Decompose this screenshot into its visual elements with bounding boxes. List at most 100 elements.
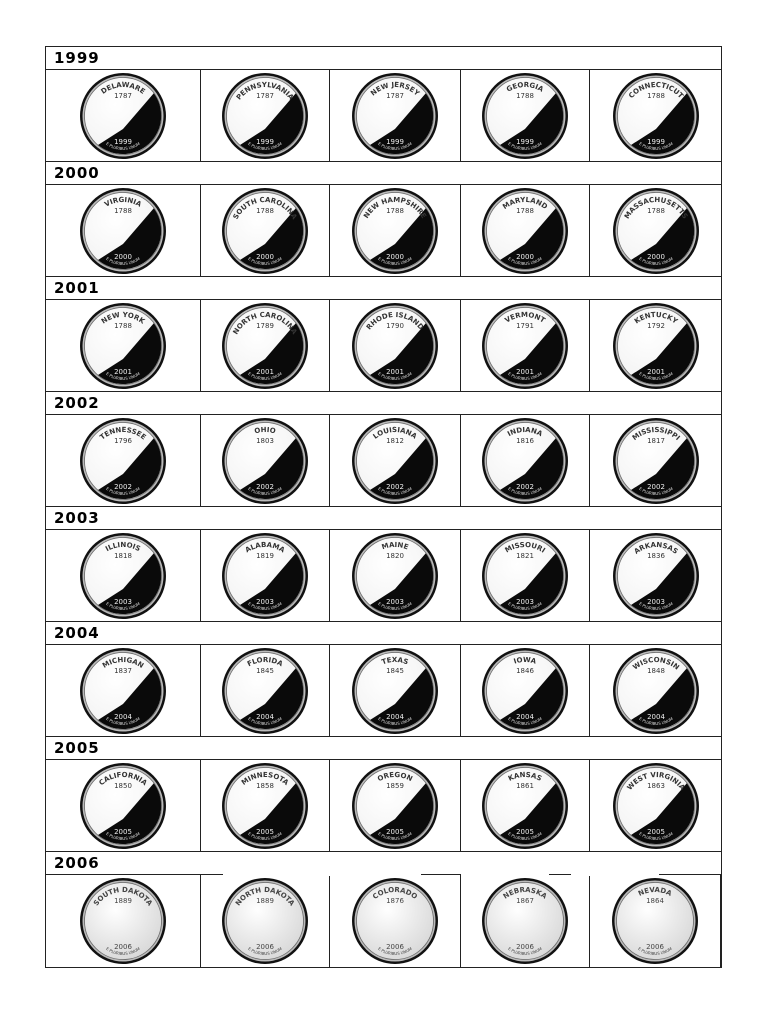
state-quarter-coin: MASSACHUSETTS 1788 2000 E PLURIBUS UNUM: [612, 187, 699, 274]
year-heading: 2004: [46, 622, 721, 645]
svg-text:OHIO: OHIO: [253, 425, 276, 435]
coin-statehood-year: 1858: [256, 782, 274, 790]
coin-cell: NEW YORK 1788 2001 E PLURIBUS UNUM: [46, 300, 201, 391]
coin-statehood-year: 1787: [256, 92, 274, 100]
coin-cell: NEW JERSEY 1787 1999 E PLURIBUS UNUM: [330, 70, 461, 161]
coin-mint-year: 2006: [114, 943, 132, 951]
svg-text:OREGON: OREGON: [376, 770, 414, 782]
coin-mint-year: 2000: [114, 253, 132, 261]
coin-cell: CONNECTICUT 1788 1999 E PLURIBUS UNUM: [590, 70, 721, 161]
coin-mint-year: 2002: [647, 483, 665, 491]
coin-cell: WEST VIRGINIA 1863 2005 E PLURIBUS UNUM: [590, 760, 721, 851]
coin-mint-year: 2002: [386, 483, 404, 491]
coin-mint-year: 1999: [114, 138, 132, 146]
year-heading: 2006: [46, 852, 721, 875]
state-quarter-coin: CALIFORNIA 1850 2005 E PLURIBUS UNUM: [79, 762, 166, 849]
border-gap: [461, 873, 549, 876]
coin-statehood-year: 1788: [516, 92, 534, 100]
border-gap: [223, 873, 311, 876]
coin-statehood-year: 1850: [114, 782, 132, 790]
coin-state-name: NEVADA: [637, 886, 673, 898]
coin-statehood-year: 1889: [114, 897, 132, 905]
coin-mint-year: 2002: [256, 483, 274, 491]
coin-statehood-year: 1788: [647, 92, 665, 100]
border-gap: [311, 873, 421, 876]
coin-statehood-year: 1864: [646, 897, 664, 905]
border-gap: [571, 873, 659, 876]
coin-state-name: VIRGINIA: [103, 195, 143, 208]
coin-mint-year: 2003: [386, 598, 404, 606]
year-heading: 2005: [46, 737, 721, 760]
coin-mint-year: 2001: [386, 368, 404, 376]
state-quarter-coin: WISCONSIN 1848 2004 E PLURIBUS UNUM: [612, 647, 699, 734]
coin-cell: NEVADA 1864 2006 E PLURIBUS UNUM: [590, 875, 721, 967]
coin-cell: TEXAS 1845 2004 E PLURIBUS UNUM: [330, 645, 461, 736]
coin-mint-year: 2006: [516, 943, 534, 951]
svg-text:ILLINOIS: ILLINOIS: [104, 540, 142, 552]
coin-cell: MINNESOTA 1858 2005 E PLURIBUS UNUM: [201, 760, 331, 851]
coin-statehood-year: 1788: [114, 322, 132, 330]
coin-mint-year: 1999: [256, 138, 274, 146]
coin-row: NEW YORK 1788 2001 E PLURIBUS UNUM NORTH…: [46, 300, 721, 392]
coin-cell: OREGON 1859 2005 E PLURIBUS UNUM: [330, 760, 461, 851]
state-quarter-coin: NEVADA 1864 2006 E PLURIBUS UNUM: [612, 878, 699, 964]
coin-cell: ALABAMA 1819 2003 E PLURIBUS UNUM: [201, 530, 331, 621]
coin-mint-year: 2001: [647, 368, 665, 376]
state-quarter-coin: ARKANSAS 1836 2003 E PLURIBUS UNUM: [612, 532, 699, 619]
coin-statehood-year: 1791: [516, 322, 534, 330]
coin-state-name: IOWA: [513, 655, 538, 665]
coin-mint-year: 2005: [647, 828, 665, 836]
state-quarter-coin: MISSISSIPPI 1817 2002 E PLURIBUS UNUM: [612, 417, 699, 504]
coin-mint-year: 2005: [516, 828, 534, 836]
state-quarter-coin: INDIANA 1816 2002 E PLURIBUS UNUM: [482, 417, 569, 504]
coin-statehood-year: 1889: [256, 897, 274, 905]
coin-statehood-year: 1788: [516, 207, 534, 215]
state-quarter-coin: NEW YORK 1788 2001 E PLURIBUS UNUM: [79, 302, 166, 389]
coin-cell: OHIO 1803 2002 E PLURIBUS UNUM: [201, 415, 331, 506]
svg-text:IOWA: IOWA: [513, 655, 538, 665]
coin-statehood-year: 1867: [516, 897, 534, 905]
state-quarter-coin: PENNSYLVANIA 1787 1999 E PLURIBUS UNUM: [221, 72, 308, 159]
state-quarters-table: 1999 DELAWARE 1787 1999 E PLURIBUS UNUM …: [45, 46, 722, 968]
coin-mint-year: 2006: [386, 943, 404, 951]
coin-cell: WISCONSIN 1848 2004 E PLURIBUS UNUM: [590, 645, 721, 736]
state-quarter-coin: SOUTH DAKOTA 1889 2006 E PLURIBUS UNUM: [79, 878, 166, 964]
coin-mint-year: 2006: [646, 943, 664, 951]
coin-mint-year: 2004: [386, 713, 404, 721]
coin-statehood-year: 1820: [386, 552, 404, 560]
coin-statehood-year: 1787: [386, 92, 404, 100]
state-quarter-coin: MISSOURI 1821 2003 E PLURIBUS UNUM: [482, 532, 569, 619]
state-quarter-coin: VIRGINIA 1788 2000 E PLURIBUS UNUM: [79, 187, 166, 274]
year-heading: 2000: [46, 162, 721, 185]
coin-cell: TENNESSEE 1796 2002 E PLURIBUS UNUM: [46, 415, 201, 506]
coin-cell: ARKANSAS 1836 2003 E PLURIBUS UNUM: [590, 530, 721, 621]
year-heading: 1999: [46, 47, 721, 70]
state-quarter-coin: SOUTH CAROLINA 1788 2000 E PLURIBUS UNUM: [221, 187, 308, 274]
coin-mint-year: 2000: [647, 253, 665, 261]
coin-cell: KENTUCKY 1792 2001 E PLURIBUS UNUM: [590, 300, 721, 391]
state-quarter-coin: NORTH DAKOTA 1889 2006 E PLURIBUS UNUM: [221, 878, 308, 964]
coin-statehood-year: 1788: [256, 207, 274, 215]
coin-cell: PENNSYLVANIA 1787 1999 E PLURIBUS UNUM: [201, 70, 331, 161]
coin-mint-year: 2001: [256, 368, 274, 376]
coin-cell: MASSACHUSETTS 1788 2000 E PLURIBUS UNUM: [590, 185, 721, 276]
coin-state-name: KANSAS: [507, 770, 543, 782]
coin-statehood-year: 1837: [114, 667, 132, 675]
state-quarter-coin: KENTUCKY 1792 2001 E PLURIBUS UNUM: [612, 302, 699, 389]
coin-mint-year: 1999: [647, 138, 665, 146]
svg-text:VIRGINIA: VIRGINIA: [103, 195, 143, 208]
coin-row: SOUTH DAKOTA 1889 2006 E PLURIBUS UNUM N…: [46, 873, 721, 967]
coin-statehood-year: 1846: [516, 667, 534, 675]
state-quarter-coin: NEW HAMPSHIRE 1788 2000 E PLURIBUS UNUM: [351, 187, 438, 274]
coin-mint-year: 1999: [516, 138, 534, 146]
year-heading: 2002: [46, 392, 721, 415]
coin-mint-year: 2005: [114, 828, 132, 836]
svg-text:NEVADA: NEVADA: [637, 886, 673, 898]
state-quarter-coin: TEXAS 1845 2004 E PLURIBUS UNUM: [351, 647, 438, 734]
state-quarter-coin: RHODE ISLAND 1790 2001 E PLURIBUS UNUM: [351, 302, 438, 389]
state-quarter-coin: VERMONT 1791 2001 E PLURIBUS UNUM: [482, 302, 569, 389]
coin-state-name: MAINE: [381, 540, 410, 551]
coin-statehood-year: 1788: [114, 207, 132, 215]
state-quarter-coin: MINNESOTA 1858 2005 E PLURIBUS UNUM: [221, 762, 308, 849]
state-quarter-coin: OREGON 1859 2005 E PLURIBUS UNUM: [351, 762, 438, 849]
